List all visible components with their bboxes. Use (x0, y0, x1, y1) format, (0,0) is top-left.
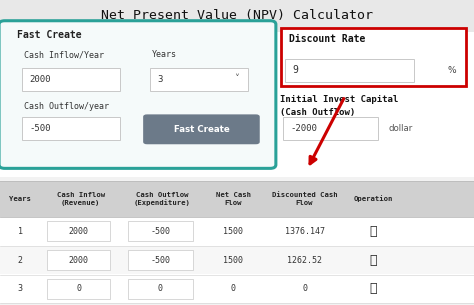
Bar (0, 181, 474, 217)
FancyBboxPatch shape (128, 250, 193, 270)
Text: Cash Outflow
(Expenditure): Cash Outflow (Expenditure) (134, 192, 191, 206)
Text: 3: 3 (18, 285, 23, 293)
Text: Operation: Operation (354, 196, 393, 203)
Text: 3: 3 (157, 75, 163, 84)
FancyBboxPatch shape (285, 59, 414, 82)
Bar (0, 274, 474, 303)
Text: -500: -500 (150, 227, 170, 235)
Text: ⫯: ⫯ (370, 224, 377, 238)
Text: 0: 0 (302, 285, 307, 293)
FancyBboxPatch shape (47, 221, 110, 241)
Text: -500: -500 (150, 256, 170, 264)
FancyBboxPatch shape (47, 279, 110, 299)
FancyBboxPatch shape (47, 250, 110, 270)
FancyBboxPatch shape (283, 117, 378, 140)
Bar (0, 0, 474, 32)
Text: %: % (447, 66, 456, 75)
Bar (0, 217, 474, 246)
FancyBboxPatch shape (128, 279, 193, 299)
Text: 9: 9 (292, 66, 298, 75)
FancyBboxPatch shape (281, 28, 466, 86)
FancyBboxPatch shape (150, 68, 248, 91)
Text: Years: Years (152, 50, 177, 59)
Text: ⫯: ⫯ (370, 282, 377, 296)
Text: 2000: 2000 (29, 75, 51, 84)
Text: dollar: dollar (389, 124, 413, 133)
Text: Net Cash
Flow: Net Cash Flow (216, 192, 251, 206)
Text: 0: 0 (231, 285, 236, 293)
FancyBboxPatch shape (128, 221, 193, 241)
Text: ⫯: ⫯ (370, 253, 377, 267)
Text: 1: 1 (18, 227, 23, 235)
Bar (0, 181, 474, 305)
Text: 1262.52: 1262.52 (287, 256, 322, 264)
Text: 1500: 1500 (223, 256, 244, 264)
Text: 2000: 2000 (69, 256, 89, 264)
Bar (0, 246, 474, 274)
Text: Fast Create: Fast Create (17, 30, 81, 41)
FancyBboxPatch shape (143, 114, 260, 144)
Bar (0, 32, 474, 177)
Text: 2: 2 (18, 256, 23, 264)
Text: Cash Outflow/year: Cash Outflow/year (24, 102, 109, 111)
Text: Discount Rate: Discount Rate (289, 34, 365, 45)
Text: Fast Create: Fast Create (173, 125, 229, 134)
Text: 1500: 1500 (223, 227, 244, 235)
Text: -2000: -2000 (290, 124, 317, 133)
Text: 1376.147: 1376.147 (284, 227, 325, 235)
Text: 2000: 2000 (69, 227, 89, 235)
Text: 0: 0 (158, 285, 163, 293)
Text: Cash Inflow/Year: Cash Inflow/Year (24, 50, 104, 59)
FancyBboxPatch shape (22, 68, 120, 91)
Text: 0: 0 (76, 285, 81, 293)
Text: (Cash Outflow): (Cash Outflow) (280, 108, 355, 117)
FancyBboxPatch shape (0, 21, 276, 168)
Text: -500: -500 (29, 124, 51, 133)
Text: Cash Inflow
(Revenue): Cash Inflow (Revenue) (56, 192, 105, 206)
Text: Years: Years (9, 196, 31, 202)
Text: Discounted Cash
Flow: Discounted Cash Flow (272, 192, 337, 206)
Text: Net Present Value (NPV) Calculator: Net Present Value (NPV) Calculator (101, 9, 373, 22)
Text: Initial Invest Capital: Initial Invest Capital (280, 95, 398, 104)
FancyBboxPatch shape (22, 117, 120, 140)
Text: ˅: ˅ (235, 74, 239, 84)
